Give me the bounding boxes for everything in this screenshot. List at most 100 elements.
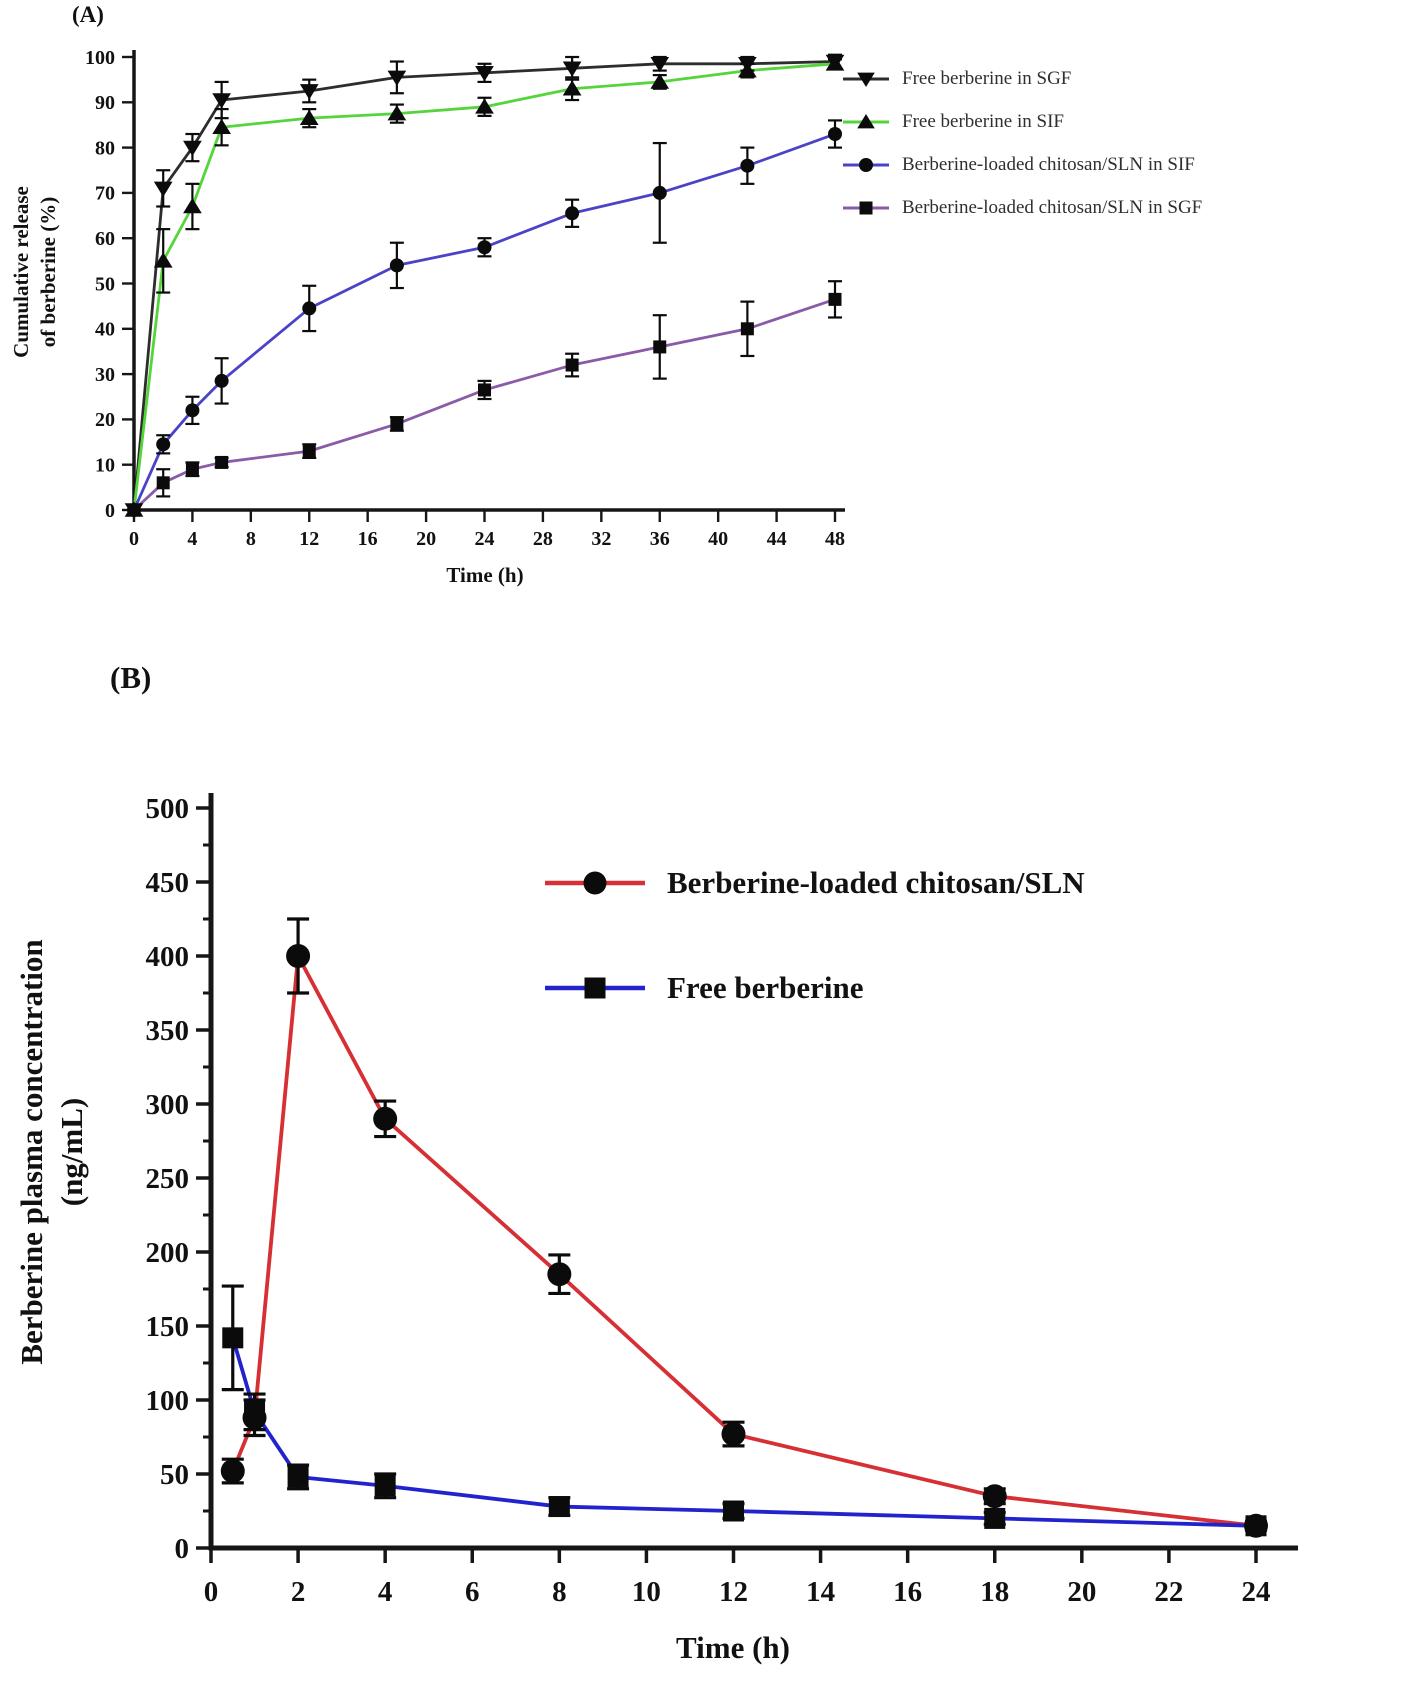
panel-a-y-tick-label: 30 <box>95 364 115 386</box>
panel-a-x-tick-label: 32 <box>591 528 611 550</box>
panel-a-y-axis-title-line2: of berberine (%) <box>36 196 60 348</box>
panel-a-y-tick-label: 10 <box>95 455 115 477</box>
panel-a-line <box>132 132 836 511</box>
panel-a-legend-swatch-square-icon <box>843 201 889 214</box>
panel-a-error-bars <box>156 119 842 455</box>
panel-a-y-axis-title-line1: Cumulative release <box>9 186 33 358</box>
panel-b-x-tick-label: 10 <box>632 1576 661 1608</box>
panel-b-x-ticks: 0 2 4 6 8 10 12 14 16 18 20 22 24 <box>204 1548 1271 1608</box>
panel-a-y-tick-label: 100 <box>85 47 115 69</box>
panel-b-y-tick-label: 350 <box>146 1015 190 1047</box>
panel-b-x-tick-label: 4 <box>378 1576 393 1608</box>
panel-a-legend-label: Free berberine in SIF <box>902 110 1064 132</box>
panel-b-x-tick-label: 12 <box>719 1576 748 1608</box>
panel-a-markers <box>127 127 842 517</box>
panel-a-x-ticks: 0 4 8 12 16 20 24 28 32 36 40 44 48 <box>129 510 845 550</box>
panel-a-legend-label: Free berberine in SGF <box>902 67 1072 89</box>
panel-b-legend: Berberine-loaded chitosan/SLN Free berber… <box>545 840 1085 1050</box>
panel-a-legend-item: Berberine-loaded chitosan/SLN in SIF <box>843 143 1202 186</box>
panel-a-error-bars <box>156 53 842 208</box>
panel-a-legend-swatch-circle-icon <box>843 157 889 172</box>
panel-a-y-ticks: 0 10 20 30 40 50 60 70 80 90 100 <box>85 47 134 522</box>
panel-a-line <box>132 60 836 511</box>
panel-a-legend-item: Free berberine in SGF <box>843 57 1202 100</box>
panel-a-error-bars <box>156 58 842 294</box>
panel-a-legend-item: Free berberine in SIF <box>843 100 1202 143</box>
panel-b-y-tick-label: 250 <box>146 1163 190 1195</box>
panel-b-x-tick-label: 0 <box>204 1576 219 1608</box>
panel-a-x-tick-label: 40 <box>708 528 728 550</box>
panel-b-y-axis-title-line2: (ng/mL) <box>54 1097 89 1207</box>
panel-a-y-tick-label: 90 <box>95 92 115 114</box>
panel-a-y-tick-label: 70 <box>95 183 115 205</box>
panel-a-legend-item: Berberine-loaded chitosan/SLN in SGF <box>843 186 1202 229</box>
panel-a-x-tick-label: 24 <box>475 528 495 550</box>
panel-a-x-tick-label: 8 <box>246 528 256 550</box>
panel-b-y-tick-label: 200 <box>146 1237 190 1269</box>
panel-a-legend-swatch-triangle-up-icon <box>843 113 889 128</box>
panel-b-legend-label: Free berberine <box>667 969 864 1005</box>
panel-b-markers <box>222 1327 1267 1537</box>
panel-b-y-tick-label: 400 <box>146 941 190 973</box>
panel-a-y-tick-label: 80 <box>95 137 115 159</box>
panel-a-plot: 0 4 8 12 16 20 24 28 32 36 40 44 4801020304050607080… <box>85 47 845 550</box>
panel-b-y-tick-label: 100 <box>146 1385 190 1417</box>
panel-a-y-tick-label: 50 <box>95 273 115 295</box>
panel-a-x-tick-label: 0 <box>129 528 139 550</box>
panel-a-legend-label: Berberine-loaded chitosan/SLN in SGF <box>902 196 1203 218</box>
panel-a-x-tick-label: 4 <box>187 528 197 550</box>
panel-a-x-tick-label: 12 <box>299 528 319 550</box>
panel-a-x-tick-label: 16 <box>358 528 378 550</box>
panel-b-x-tick-label: 20 <box>1067 1576 1096 1608</box>
panel-b-x-tick-label: 2 <box>291 1576 306 1608</box>
panel-a-line <box>132 62 836 511</box>
panel-b-y-axis-title-line1: Berberine plasma concentration <box>14 939 49 1365</box>
panel-a-error-bars <box>156 280 842 498</box>
panel-a-markers <box>124 55 845 517</box>
panel-b-y-tick-label: 150 <box>146 1311 190 1343</box>
panel-b-y-ticks: 0 50 100 150 200 250 300 350 400 450 500 <box>146 793 211 1565</box>
panel-a-line <box>133 298 836 512</box>
panel-a-x-axis-title: Time (h) <box>446 563 524 587</box>
panel-b-x-tick-label: 16 <box>893 1576 922 1608</box>
panel-b-y-axis-title: Berberine plasma concentration (ng/mL) <box>12 762 92 1542</box>
panel-a-x-tick-label: 20 <box>416 528 436 550</box>
panel-a-y-axis-title: Cumulative release of berberine (%) <box>8 42 62 502</box>
panel-b-x-tick-label: 18 <box>980 1576 1009 1608</box>
panel-a-y-tick-label: 40 <box>95 319 115 341</box>
panel-b-x-tick-label: 8 <box>552 1576 567 1608</box>
panel-b-y-tick-label: 0 <box>175 1533 190 1565</box>
panel-b-x-tick-label: 24 <box>1242 1576 1271 1608</box>
panel-a-markers <box>124 54 845 519</box>
panel-b-line <box>231 954 1257 1528</box>
panel-b-y-tick-label: 300 <box>146 1089 190 1121</box>
panel-b-legend-item: Berberine-loaded chitosan/SLN <box>545 840 1085 925</box>
panel-a-x-tick-label: 48 <box>825 528 845 550</box>
panel-b-y-tick-label: 50 <box>160 1459 189 1491</box>
panel-b-plot: 0 2 4 6 8 10 12 14 16 18 20 22 240501001502002503003… <box>146 793 1298 1608</box>
panel-a-y-tick-label: 0 <box>105 500 115 522</box>
panel-b-legend-label: Berberine-loaded chitosan/SLN <box>667 864 1085 900</box>
panel-a-legend-swatch-triangle-down-icon <box>843 72 889 87</box>
panel-b-x-tick-label: 22 <box>1154 1576 1183 1608</box>
panel-b-legend-item: Free berberine <box>545 945 1085 1030</box>
panel-b-y-tick-label: 450 <box>146 867 190 899</box>
panel-a-x-tick-label: 44 <box>767 528 787 550</box>
panel-a-y-tick-label: 20 <box>95 409 115 431</box>
panel-a-legend-label: Berberine-loaded chitosan/SLN in SIF <box>902 153 1195 175</box>
panel-a-x-tick-label: 28 <box>533 528 553 550</box>
panel-b-x-tick-label: 14 <box>806 1576 835 1608</box>
panel-a-markers <box>127 292 842 517</box>
panel-a-y-tick-label: 60 <box>95 228 115 250</box>
panel-b-label: (B) <box>110 660 152 695</box>
panel-a-legend: Free berberine in SGF Free berberine in S… <box>843 57 1202 229</box>
panel-a-x-tick-label: 36 <box>650 528 670 550</box>
panel-a-label: (A) <box>72 2 104 27</box>
panel-b-legend-swatch-circle-icon <box>545 871 645 894</box>
panel-b-x-tick-label: 6 <box>465 1576 480 1608</box>
panel-b-legend-swatch-square-icon <box>545 977 645 998</box>
panel-b-y-tick-label: 500 <box>146 793 190 825</box>
panel-b-x-axis-title: Time (h) <box>676 1630 790 1665</box>
